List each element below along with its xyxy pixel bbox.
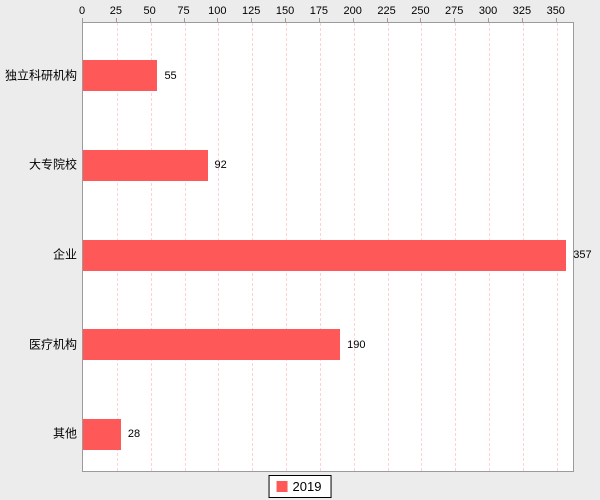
bar-5 bbox=[83, 418, 121, 450]
x-tick-label-300: 300 bbox=[478, 5, 498, 17]
x-tick-mark-250 bbox=[420, 18, 422, 23]
x-tick-mark-75 bbox=[183, 18, 185, 23]
bar-row-5: 28 bbox=[83, 418, 573, 450]
value-label-5: 28 bbox=[127, 428, 141, 441]
category-label-1: 独立科研机构 bbox=[4, 68, 77, 83]
category-label-2: 大专院校 bbox=[28, 157, 77, 172]
category-label-4: 医疗机构 bbox=[28, 337, 77, 352]
legend-color-swatch bbox=[276, 481, 288, 492]
x-tick-label-250: 250 bbox=[411, 5, 430, 17]
legend-box: 2019 bbox=[268, 475, 332, 498]
bar-row-3: 357 bbox=[83, 239, 592, 271]
x-tick-label-175: 175 bbox=[309, 5, 329, 17]
x-tick-label-100: 100 bbox=[208, 5, 227, 17]
x-tick-mark-175 bbox=[318, 18, 320, 23]
x-tick-mark-275 bbox=[454, 18, 456, 23]
x-tick-label-25: 25 bbox=[109, 5, 122, 17]
bar-row-4: 190 bbox=[83, 329, 573, 361]
bar-row-1: 55 bbox=[83, 60, 573, 92]
x-tick-label-125: 125 bbox=[242, 5, 261, 17]
x-tick-label-50: 50 bbox=[143, 5, 156, 17]
value-label-3: 357 bbox=[573, 249, 592, 261]
x-tick-mark-325 bbox=[521, 18, 523, 23]
plot-area: 55 92 357 190 28 bbox=[82, 22, 592, 472]
x-tick-mark-300 bbox=[488, 18, 490, 23]
x-tick-mark-200 bbox=[352, 18, 354, 23]
x-tick-label-350: 350 bbox=[546, 5, 565, 17]
bar-4 bbox=[83, 329, 341, 361]
x-tick-mark-100 bbox=[217, 18, 219, 23]
bar-1 bbox=[83, 60, 158, 92]
x-tick-mark-225 bbox=[386, 18, 388, 23]
x-tick-mark-25 bbox=[115, 18, 117, 23]
x-tick-mark-0 bbox=[82, 18, 83, 23]
x-tick-label-150: 150 bbox=[275, 5, 295, 17]
bar-row-2: 92 bbox=[83, 149, 573, 181]
x-tick-label-0: 0 bbox=[78, 5, 86, 17]
x-tick-label-200: 200 bbox=[343, 5, 362, 17]
x-tick-label-75: 75 bbox=[177, 5, 190, 17]
bar-2 bbox=[83, 149, 208, 181]
bar-3 bbox=[83, 239, 567, 271]
x-tick-mark-125 bbox=[251, 18, 253, 23]
x-tick-label-325: 325 bbox=[512, 5, 532, 17]
x-tick-mark-350 bbox=[555, 18, 557, 23]
legend-series-label: 2019 bbox=[292, 479, 322, 494]
value-label-4: 190 bbox=[347, 338, 366, 351]
category-label-3: 企业 bbox=[52, 247, 77, 262]
value-label-1: 55 bbox=[164, 69, 177, 82]
value-label-2: 92 bbox=[214, 159, 227, 172]
x-tick-mark-50 bbox=[149, 18, 151, 23]
x-tick-label-225: 225 bbox=[377, 5, 396, 17]
category-label-5: 其他 bbox=[52, 426, 77, 441]
x-tick-mark-150 bbox=[285, 18, 287, 23]
x-tick-label-275: 275 bbox=[445, 5, 464, 17]
